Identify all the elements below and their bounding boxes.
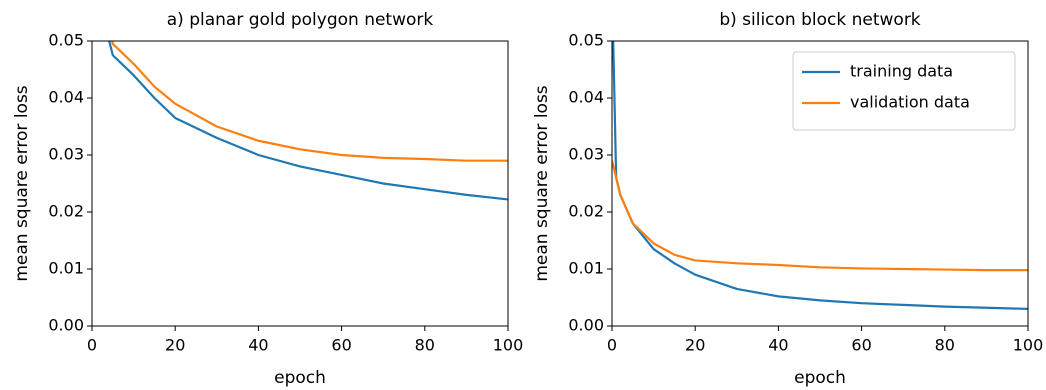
- x-tick-label: 40: [768, 336, 788, 355]
- y-tick-label: 0.03: [48, 145, 84, 164]
- y-tick-label: 0.05: [568, 31, 604, 50]
- x-axis-label: epoch: [274, 368, 326, 388]
- y-tick-label: 0.02: [568, 202, 604, 221]
- plot-area: [612, 41, 1028, 310]
- y-axis-label: mean square error loss: [532, 85, 552, 281]
- y-tick-label: 0.05: [48, 31, 84, 50]
- data-line: [612, 160, 1028, 272]
- x-tick-label: 0: [607, 336, 617, 355]
- y-tick-label: 0.04: [48, 88, 84, 107]
- y-tick-label: 0.00: [48, 316, 84, 335]
- x-tick-label: 100: [1013, 336, 1044, 355]
- x-tick-label: 20: [165, 336, 185, 355]
- x-tick-label: 0: [87, 336, 97, 355]
- x-tick-label: 80: [935, 336, 955, 355]
- x-tick-label: 40: [248, 336, 268, 355]
- x-tick-label: 60: [851, 336, 871, 355]
- y-tick-label: 0.01: [568, 259, 604, 278]
- y-tick-label: 0.00: [568, 316, 604, 335]
- x-tick-label: 80: [415, 336, 435, 355]
- legend-label: training data: [850, 62, 953, 81]
- plot-area: [108, 41, 508, 201]
- legend-label: validation data: [850, 93, 970, 112]
- axes-frame: [91, 40, 509, 327]
- chart: a) planar gold polygon network epoch mean …: [12, 10, 524, 388]
- data-line: [612, 41, 1028, 310]
- x-tick-label: 60: [331, 336, 351, 355]
- chart-title: b) silicon block network: [719, 10, 920, 30]
- chart: b) silicon block network epoch mean square…: [532, 10, 1044, 388]
- x-axis-label: epoch: [794, 368, 846, 388]
- x-tick-label: 100: [493, 336, 524, 355]
- chart-title: a) planar gold polygon network: [167, 10, 434, 30]
- y-tick-label: 0.02: [48, 202, 84, 221]
- x-tick-label: 20: [685, 336, 705, 355]
- y-tick-label: 0.03: [568, 145, 604, 164]
- axes-frame: [611, 40, 1029, 327]
- y-tick-label: 0.01: [48, 259, 84, 278]
- y-tick-label: 0.04: [568, 88, 604, 107]
- legend: training data validation data: [792, 51, 1016, 131]
- data-line: [111, 41, 508, 162]
- y-axis-label: mean square error loss: [12, 85, 32, 281]
- data-line: [108, 41, 508, 201]
- legend-box: [792, 51, 1016, 131]
